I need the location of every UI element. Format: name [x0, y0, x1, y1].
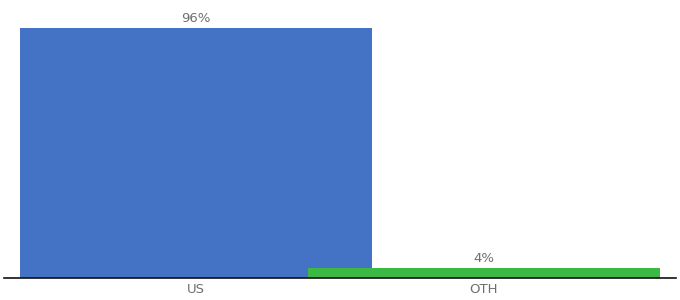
Text: 4%: 4% [473, 252, 494, 265]
Text: 96%: 96% [182, 12, 211, 25]
Bar [20, 28, 372, 278]
Bar [308, 268, 660, 278]
